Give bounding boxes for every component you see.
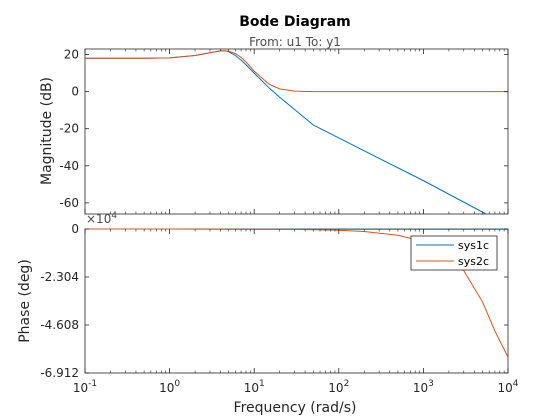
- phase-y-axis-label: Phase (deg): [17, 259, 33, 343]
- phase-y-tick-label: 0: [71, 222, 79, 236]
- x-tick-label: 104: [497, 379, 518, 395]
- phase-scale-note-exp: 4: [111, 211, 117, 221]
- magnitude-y-axis-label: Magnitude (dB): [39, 77, 55, 185]
- legend-label-sys2c: sys2c: [458, 255, 489, 268]
- magnitude-y-tick-label: -60: [59, 196, 79, 210]
- x-tick-label: 10-1: [73, 379, 97, 395]
- phase-y-ticks: 0 -2.304 -4.608 -6.912: [40, 222, 508, 380]
- magnitude-plot-area: [84, 48, 509, 215]
- legend[interactable]: sys1c sys2c: [410, 235, 498, 271]
- legend-box: [410, 235, 498, 271]
- x-tick-label: 100: [159, 379, 180, 395]
- x-tick-label: 103: [413, 379, 434, 395]
- phase-scale-note: ×104: [86, 211, 117, 226]
- magnitude-y-ticks: 20 0 -20 -40 -60: [59, 48, 508, 210]
- legend-label-sys1c: sys1c: [458, 239, 489, 252]
- phase-y-tick-label: -6.912: [40, 366, 79, 380]
- x-ticks: 10-1 100 101 102 103 104: [73, 49, 519, 395]
- x-tick-label: 101: [244, 379, 265, 395]
- phase-y-tick-label: -4.608: [40, 318, 79, 332]
- magnitude-y-tick-label: 0: [71, 85, 79, 99]
- magnitude-series-group: [85, 50, 508, 215]
- magnitude-series-sys2c: [85, 50, 508, 93]
- phase-scale-note-base: ×10: [86, 212, 111, 226]
- magnitude-y-tick-label: -20: [59, 122, 79, 136]
- phase-y-tick-label: -2.304: [40, 270, 79, 284]
- x-tick-label: 102: [328, 379, 349, 395]
- chart-title: Bode Diagram: [239, 14, 351, 30]
- magnitude-y-tick-label: 20: [64, 48, 79, 62]
- chart-subtitle: From: u1 To: y1: [249, 35, 341, 49]
- x-axis-label: Frequency (rad/s): [234, 400, 357, 416]
- magnitude-y-tick-label: -40: [59, 159, 79, 173]
